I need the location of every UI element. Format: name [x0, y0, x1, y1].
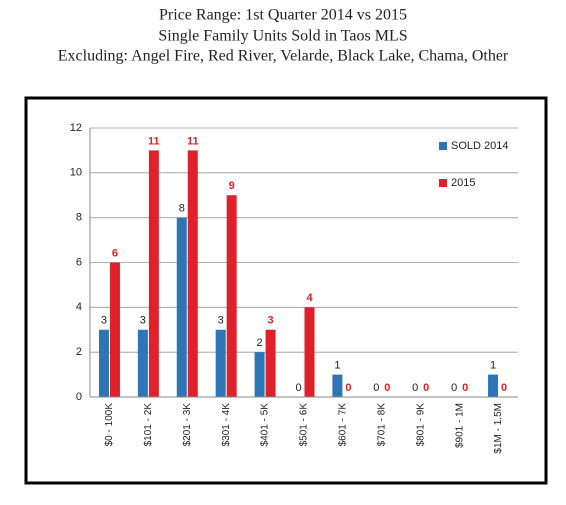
data-label: 0	[501, 382, 507, 394]
bar	[98, 329, 109, 397]
legend-swatch	[439, 142, 447, 150]
x-tick-label: $201 - 3K	[182, 403, 193, 447]
data-label: 0	[345, 382, 351, 394]
bar	[215, 329, 226, 397]
data-label: 3	[101, 315, 107, 327]
y-tick-label: 4	[76, 301, 82, 313]
data-label: 11	[148, 135, 160, 147]
chart-title: Excluding: Angel Fire, Red River, Velard…	[58, 48, 509, 65]
bar	[332, 374, 343, 397]
bar	[137, 329, 148, 397]
y-tick-label: 0	[76, 391, 82, 403]
x-tick-label: $701 - 8K	[376, 403, 387, 447]
chart-title: Price Range: 1st Quarter 2014 vs 2015	[159, 7, 407, 24]
data-label: 2	[257, 337, 263, 349]
y-tick-label: 10	[70, 167, 82, 179]
bar	[488, 374, 499, 397]
data-label: 8	[179, 203, 185, 215]
bar	[254, 352, 265, 397]
bar	[265, 329, 276, 397]
y-tick-label: 6	[76, 256, 82, 268]
x-tick-label: $401 - 5K	[260, 403, 271, 447]
x-tick-label: $601 - 7K	[338, 403, 349, 447]
x-tick-label: $801 - 9K	[415, 403, 426, 447]
x-tick-label: $0 - 100K	[104, 403, 115, 447]
data-label: 1	[334, 359, 340, 371]
data-label: 3	[140, 315, 146, 327]
bar	[148, 150, 159, 397]
x-tick-label: $1M - 1.5M	[493, 403, 504, 454]
legend-label: 2015	[451, 177, 475, 189]
legend-label: SOLD 2014	[451, 140, 508, 152]
data-label: 0	[451, 382, 457, 394]
bar	[304, 307, 315, 397]
bar	[187, 150, 198, 397]
y-tick-label: 12	[70, 122, 82, 134]
data-label: 3	[218, 315, 224, 327]
data-label: 0	[384, 382, 390, 394]
bar	[176, 217, 187, 397]
data-label: 0	[462, 382, 468, 394]
bar	[226, 195, 237, 397]
y-tick-label: 2	[76, 346, 82, 358]
legend-swatch	[439, 179, 447, 187]
bar	[109, 262, 120, 397]
data-label: 0	[295, 382, 301, 394]
y-tick-label: 8	[76, 212, 82, 224]
data-label: 0	[423, 382, 429, 394]
data-label: 0	[412, 382, 418, 394]
data-label: 1	[490, 359, 496, 371]
data-label: 9	[229, 180, 235, 192]
x-tick-label: $301 - 4K	[221, 403, 232, 447]
data-label: 3	[268, 315, 274, 327]
x-tick-label: $901 - 1M	[454, 403, 465, 448]
x-tick-label: $501 - 6K	[299, 403, 310, 447]
data-label: 6	[112, 247, 118, 259]
chart-title: Single Family Units Sold in Taos MLS	[158, 28, 407, 45]
data-label: 0	[373, 382, 379, 394]
data-label: 11	[187, 135, 199, 147]
data-label: 4	[306, 292, 313, 304]
x-tick-label: $101 - 2K	[143, 403, 154, 447]
